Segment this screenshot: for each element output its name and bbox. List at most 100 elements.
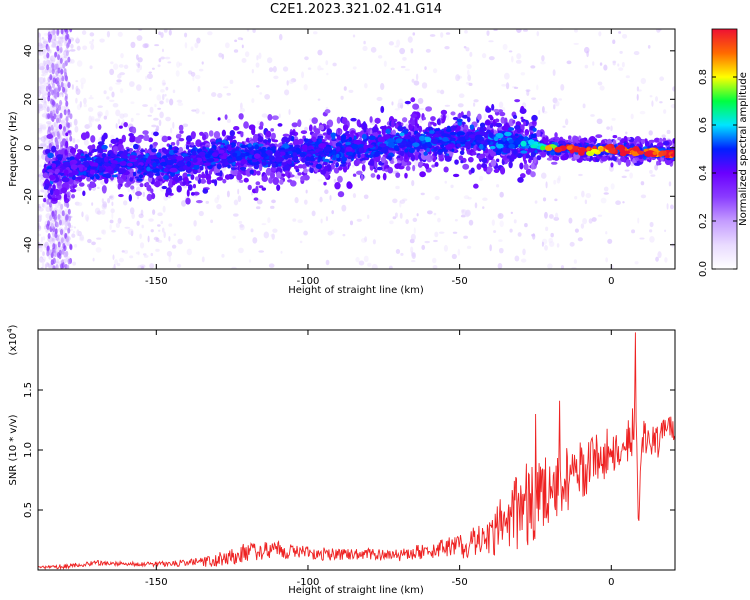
spectrogram-speckle <box>41 262 45 268</box>
spectrogram-speckle <box>130 101 135 105</box>
spectrogram-cell <box>176 185 182 193</box>
spectrogram-cell <box>589 155 593 161</box>
spectrogram-cell <box>325 134 332 139</box>
spectrogram-speckle <box>501 83 507 87</box>
spectrogram-speckle <box>89 65 93 70</box>
spectrogram-speckle <box>115 123 118 129</box>
spectrogram-cell <box>350 117 357 122</box>
spectrogram-speckle <box>399 47 406 55</box>
spectrogram-speckle <box>181 200 187 207</box>
spectrogram-speckle <box>60 203 64 210</box>
spectrogram-cell <box>265 130 272 138</box>
spectrogram-speckle <box>76 202 83 207</box>
spectrogram-speckle <box>482 197 488 202</box>
spectrogram-speckle <box>640 194 647 199</box>
spectrogram-cell <box>353 135 357 141</box>
spectrogram-speckle <box>164 56 171 60</box>
spectrogram-speckle <box>38 257 44 263</box>
spectrogram-speckle <box>319 196 323 203</box>
spectrogram-speckle <box>147 235 150 243</box>
spectrogram-cell <box>190 142 195 146</box>
spectrogram-speckle <box>664 257 668 263</box>
spectrogram-speckle <box>139 242 145 249</box>
spectrogram-speckle <box>496 184 500 188</box>
spectrogram-speckle <box>57 67 61 74</box>
spectrogram-speckle <box>79 101 82 108</box>
spectrogram-speckle <box>96 210 102 215</box>
spectrogram-speckle <box>41 87 48 94</box>
spectrogram-speckle <box>72 137 76 144</box>
spectrogram-speckle <box>668 181 672 187</box>
spectrogram-speckle <box>549 240 555 248</box>
spectrogram-cell <box>311 117 318 125</box>
spectrogram-cell <box>165 187 172 196</box>
spectrogram-cell <box>230 167 238 170</box>
spectrogram-speckle <box>584 64 589 69</box>
spectrogram-cell <box>110 138 117 144</box>
spectrogram-speckle <box>325 106 329 110</box>
spectrogram-speckle <box>661 134 666 138</box>
spectrogram-speckle <box>410 233 416 241</box>
spectrogram-speckle <box>647 44 651 49</box>
spectrogram-cell <box>58 123 63 130</box>
chart-title: C2E1.2023.321.02.41.G14 <box>269 2 443 17</box>
spectrogram-cell <box>532 127 537 132</box>
spectrogram-cell <box>530 121 537 125</box>
spectrogram-speckle <box>457 103 464 108</box>
spectrogram-speckle <box>474 202 478 209</box>
spectrogram-speckle <box>666 129 671 135</box>
spectrogram-cell <box>391 129 397 136</box>
spectrogram-speckle <box>175 70 180 77</box>
spectrogram-cell <box>133 143 139 150</box>
spectrogram-cell <box>153 131 159 137</box>
spectrogram-cell <box>442 114 446 122</box>
spectrogram-speckle <box>396 39 401 47</box>
spectrogram-speckle <box>649 235 655 243</box>
spectrogram-speckle <box>46 198 50 205</box>
spectrogram-speckle <box>493 230 497 234</box>
spectrogram-speckle <box>618 67 624 71</box>
spectrogram-speckle <box>40 189 45 193</box>
spectrogram-speckle <box>592 61 595 66</box>
spectrogram-speckle <box>196 37 201 44</box>
spectrogram-speckle <box>54 51 58 58</box>
spectrogram-cell <box>362 121 367 128</box>
spectrogram-speckle <box>207 31 213 36</box>
spectrogram-speckle <box>61 210 65 217</box>
spectrogram-cell <box>337 175 343 183</box>
spectrogram-speckle <box>46 45 50 52</box>
spectrogram-cell <box>404 153 408 160</box>
spectrogram-cell <box>536 155 542 161</box>
spectrogram-speckle <box>266 57 273 64</box>
spectrogram-speckle <box>64 226 68 231</box>
spectrogram-speckle <box>69 135 73 142</box>
spectrogram-cell <box>333 167 340 174</box>
spectrogram-cell <box>276 171 282 179</box>
spectrogram-speckle <box>211 92 217 97</box>
spectrogram-speckle <box>251 69 254 74</box>
spectrogram-speckle <box>622 201 625 204</box>
spectrogram-cell <box>202 134 207 141</box>
spectrogram-speckle <box>438 231 445 234</box>
spectrogram-speckle <box>553 104 556 110</box>
spectrogram-speckle <box>312 31 318 35</box>
spectrogram-speckle <box>553 179 557 185</box>
spectrogram-speckle <box>73 243 78 248</box>
spectrogram-cell <box>71 194 76 199</box>
spectrogram-speckle <box>71 37 75 41</box>
spectrogram-speckle <box>557 175 561 182</box>
spectrogram-speckle <box>434 231 439 238</box>
spectrogram-speckle <box>342 233 346 237</box>
spectrogram-speckle <box>61 75 65 82</box>
spectrogram-speckle <box>465 47 470 52</box>
spectrogram-speckle <box>511 55 514 63</box>
spectrogram-speckle <box>440 32 444 38</box>
spectrogram-speckle <box>46 262 50 266</box>
spectrogram-cell <box>117 176 123 184</box>
spectrogram-speckle <box>414 159 419 167</box>
spectrogram-speckle <box>46 52 50 59</box>
spectrogram-speckle <box>348 89 354 93</box>
spectrogram-speckle <box>127 228 134 236</box>
spectrogram-speckle <box>116 79 122 83</box>
